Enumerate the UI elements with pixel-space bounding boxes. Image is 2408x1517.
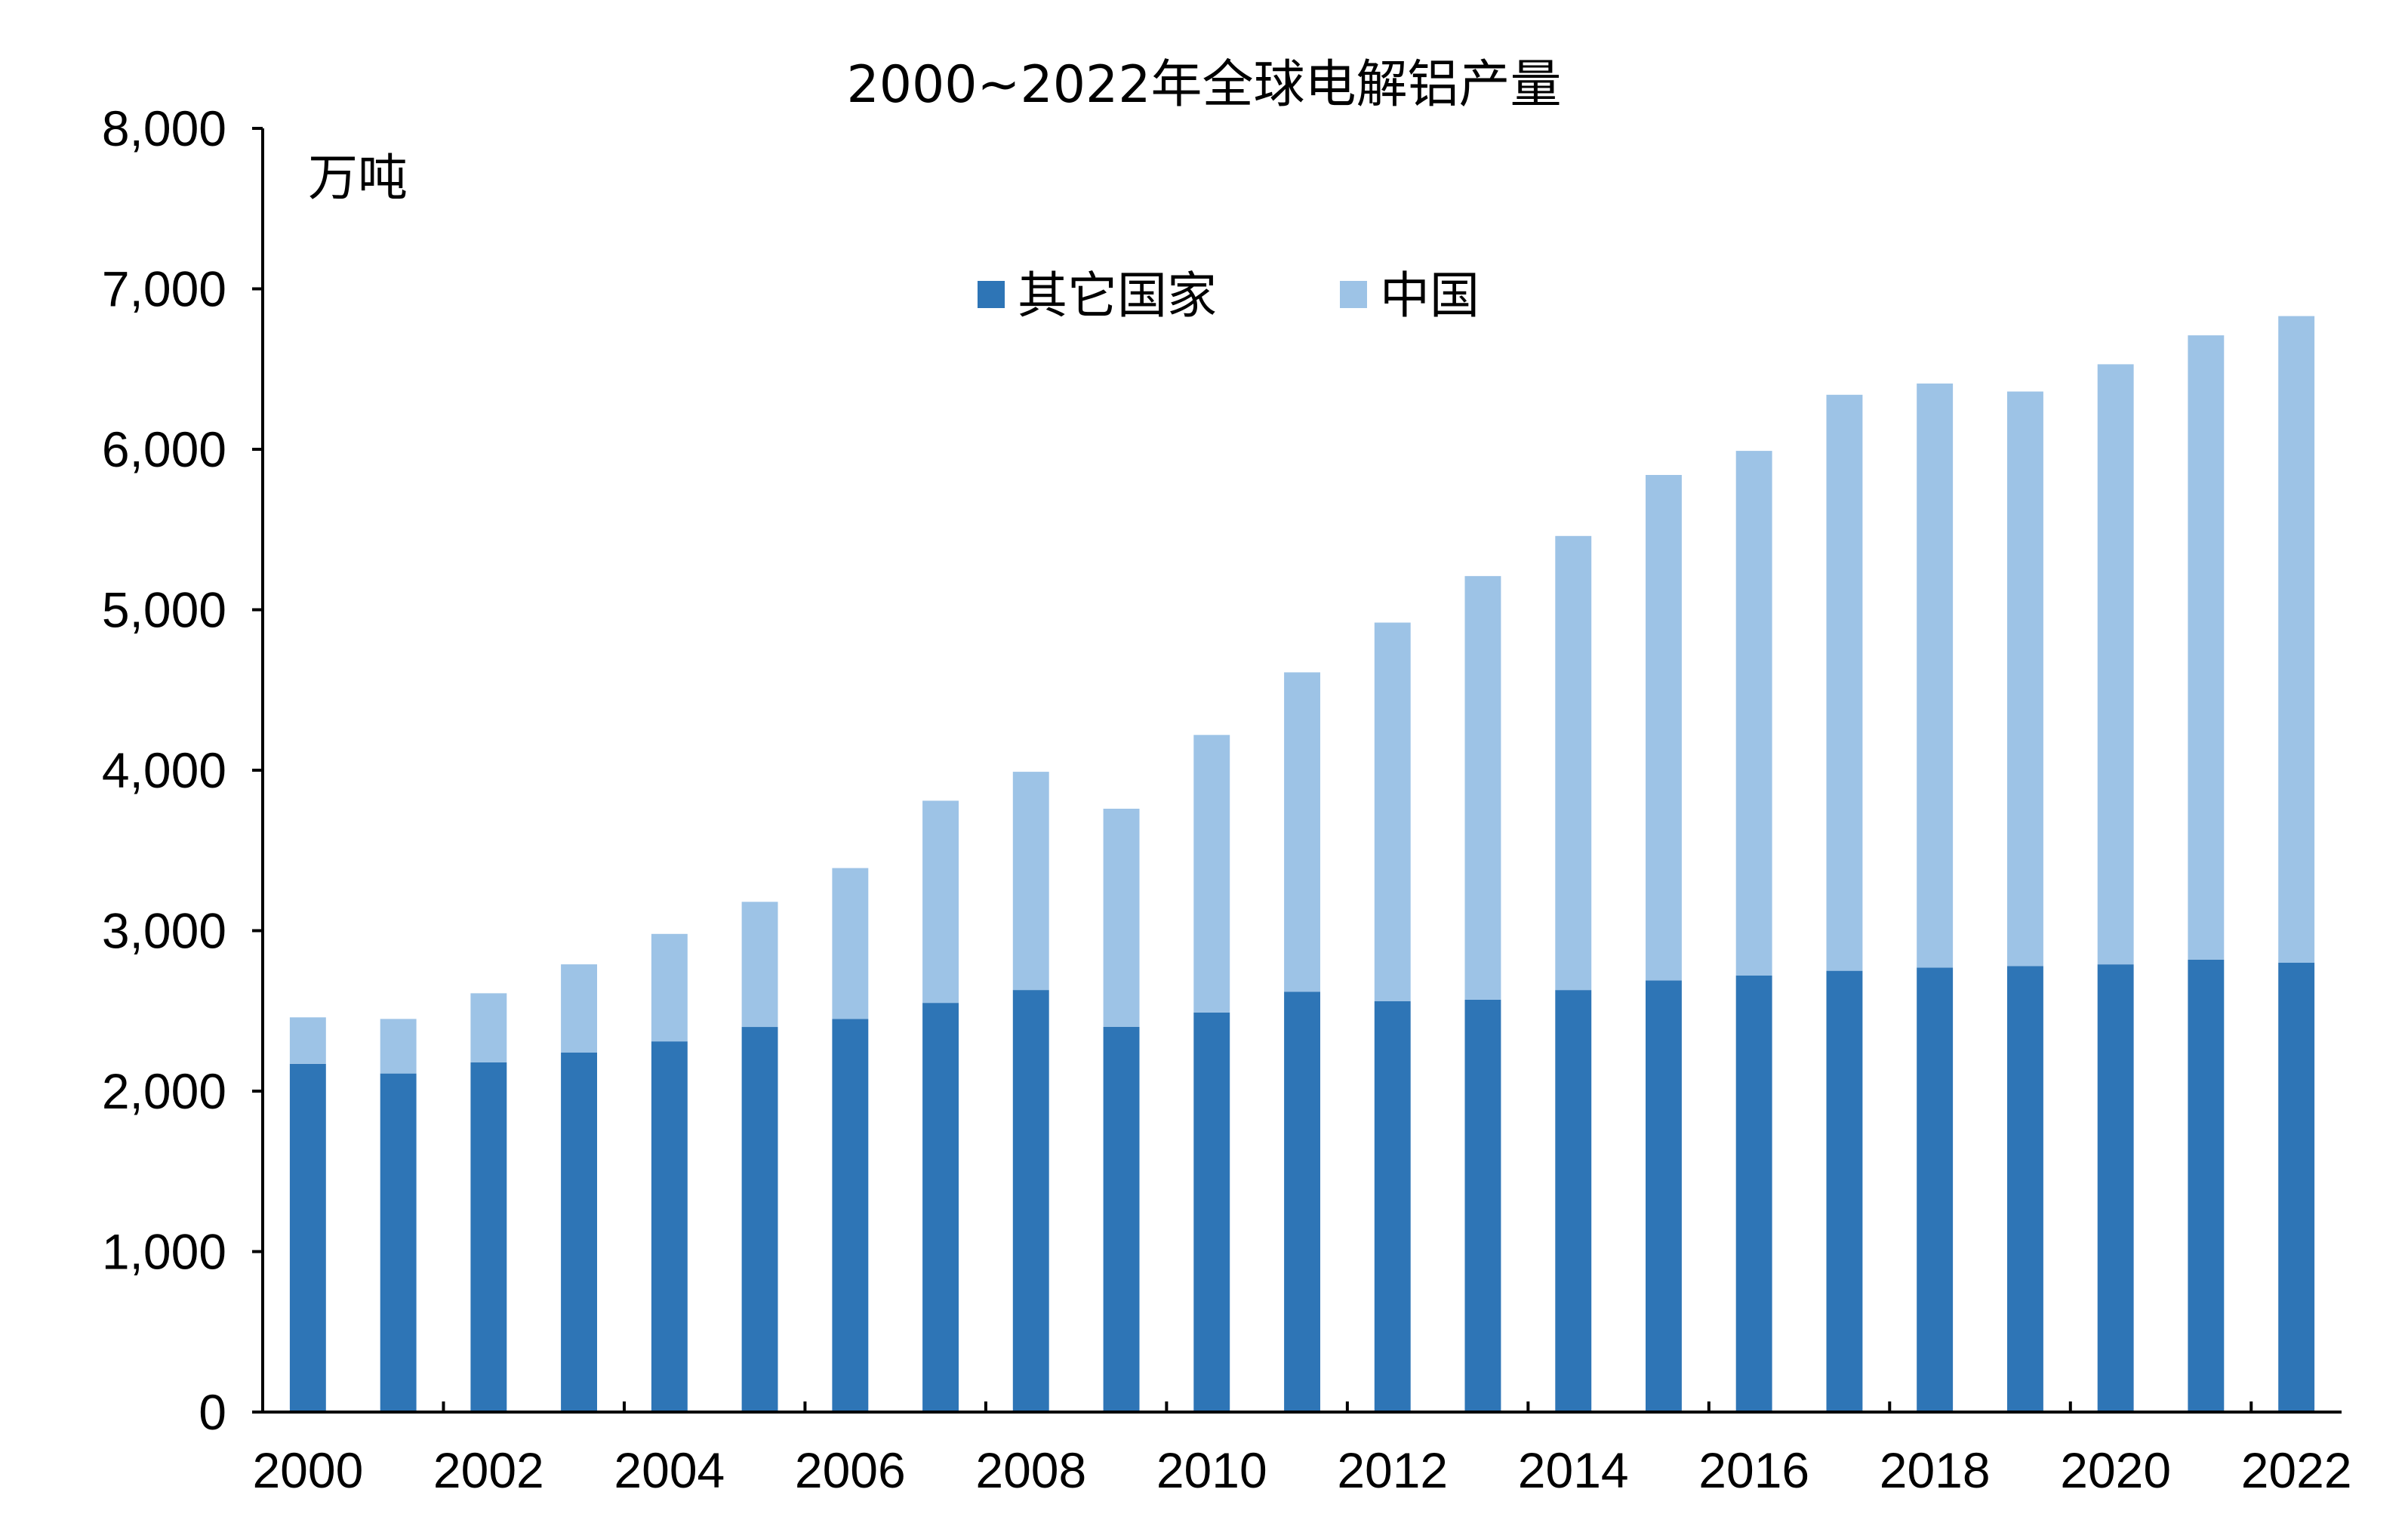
- x-tick-label: 2000: [252, 1442, 363, 1498]
- legend: 其它国家 中国: [978, 267, 1480, 325]
- bar-other-countries-2004: [651, 1041, 688, 1412]
- x-tick-label: 2010: [1156, 1442, 1267, 1498]
- y-tick-label: 8,000: [102, 100, 226, 156]
- bar-china-2000: [289, 1017, 326, 1064]
- y-axis-unit-label: 万吨: [308, 149, 408, 207]
- x-tick-label: 2002: [433, 1442, 544, 1498]
- bar-china-2003: [561, 964, 597, 1053]
- bar-other-countries-2014: [1555, 990, 1592, 1412]
- y-tick-label: 5,000: [102, 582, 226, 638]
- bar-other-countries-2009: [1103, 1027, 1140, 1412]
- bar-china-2005: [741, 902, 778, 1028]
- bar-other-countries-2019: [2007, 966, 2043, 1413]
- bar-other-countries-2022: [2278, 963, 2315, 1412]
- bar-other-countries-2016: [1735, 976, 1772, 1412]
- x-tick-label: 2008: [975, 1442, 1086, 1498]
- bar-china-2013: [1464, 575, 1501, 1000]
- bar-china-2014: [1555, 535, 1592, 991]
- bars: [289, 316, 2315, 1413]
- x-axis-ticks: 2000 2002 2004 2006 2008 2010 2012 2014 2016 2018…: [252, 1401, 2352, 1498]
- bar-other-countries-2007: [922, 1003, 959, 1412]
- bar-china-2019: [2007, 391, 2043, 967]
- bar-other-countries-2008: [1012, 990, 1049, 1412]
- bar-china-2015: [1646, 475, 1682, 981]
- bar-china-2016: [1735, 451, 1772, 976]
- bar-other-countries-2021: [2188, 959, 2225, 1413]
- bar-china-2009: [1103, 809, 1140, 1027]
- bar-other-countries-2020: [2097, 964, 2134, 1412]
- bar-other-countries-2005: [741, 1027, 778, 1412]
- legend-swatch-other-countries: [978, 281, 1005, 308]
- bar-other-countries-2018: [1917, 967, 1954, 1412]
- bar-china-2018: [1917, 383, 1954, 968]
- bar-other-countries-2012: [1374, 1001, 1411, 1412]
- bar-other-countries-2006: [832, 1019, 869, 1412]
- legend-label-other-countries: 其它国家: [1018, 267, 1217, 325]
- legend-swatch-china: [1340, 281, 1367, 308]
- x-tick-label: 2012: [1337, 1442, 1448, 1498]
- bar-other-countries-2017: [1826, 970, 1863, 1412]
- x-tick-label: 2022: [2241, 1442, 2352, 1498]
- x-tick-label: 2004: [614, 1442, 725, 1498]
- bar-china-2022: [2278, 316, 2315, 964]
- x-tick-label: 2016: [1698, 1442, 1809, 1498]
- bar-china-2001: [380, 1019, 417, 1074]
- legend-label-china: 中国: [1380, 267, 1480, 325]
- y-tick-label: 1,000: [102, 1224, 226, 1280]
- bar-china-2012: [1374, 622, 1411, 1001]
- bar-china-2007: [922, 800, 959, 1004]
- bar-other-countries-2001: [380, 1073, 417, 1412]
- x-tick-label: 2006: [795, 1442, 906, 1498]
- y-tick-label: 0: [199, 1384, 226, 1440]
- bar-china-2008: [1012, 772, 1049, 991]
- x-tick-label: 2018: [1880, 1442, 1991, 1498]
- chart-title: 2000~2022年全球电解铝产量: [846, 55, 1561, 115]
- bar-other-countries-2011: [1284, 991, 1320, 1413]
- bar-china-2006: [832, 868, 869, 1019]
- bar-other-countries-2003: [561, 1053, 597, 1412]
- bar-china-2002: [470, 993, 507, 1062]
- y-tick-label: 2,000: [102, 1063, 226, 1119]
- bar-other-countries-2013: [1464, 999, 1501, 1412]
- bar-china-2010: [1193, 735, 1230, 1013]
- bar-china-2004: [651, 933, 688, 1042]
- y-tick-label: 4,000: [102, 742, 226, 798]
- bar-china-2017: [1826, 394, 1863, 971]
- bar-other-countries-2002: [470, 1062, 507, 1413]
- bar-other-countries-2010: [1193, 1012, 1230, 1412]
- y-tick-label: 3,000: [102, 903, 226, 959]
- bar-china-2021: [2188, 335, 2225, 960]
- bar-china-2011: [1284, 672, 1320, 992]
- y-axis-ticks: 0 1,000 2,000 3,000 4,000 5,000 6,000 7,000 8,00…: [102, 100, 263, 1440]
- x-tick-label: 2014: [1518, 1442, 1629, 1498]
- bar-other-countries-2000: [289, 1063, 326, 1412]
- y-tick-label: 7,000: [102, 261, 226, 317]
- y-tick-label: 6,000: [102, 421, 226, 477]
- bar-china-2020: [2097, 364, 2134, 965]
- x-tick-label: 2020: [2060, 1442, 2171, 1498]
- bar-other-countries-2015: [1646, 980, 1682, 1412]
